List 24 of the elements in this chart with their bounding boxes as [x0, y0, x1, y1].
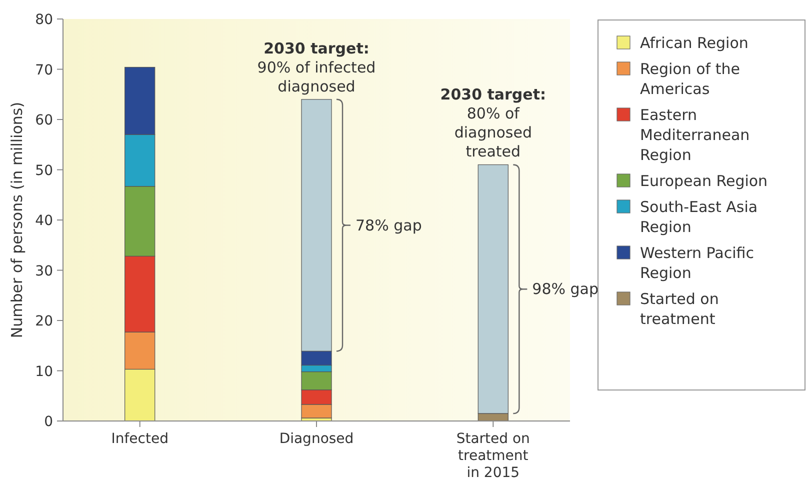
- legend-label: European Region: [640, 172, 768, 190]
- x-tick-label: Infected: [111, 431, 168, 447]
- annotation: 78% gap: [356, 216, 422, 234]
- y-tick-label: 50: [35, 162, 53, 179]
- x-tick-label: Diagnosed: [279, 431, 354, 447]
- x-tick-label: Started on treatment in 2015: [456, 431, 530, 481]
- y-tick-label: 60: [35, 112, 53, 128]
- y-tick-label: 10: [35, 364, 53, 380]
- annotation: 98% gap: [532, 280, 599, 298]
- y-tick-label: 70: [35, 62, 53, 78]
- y-tick-label: 0: [44, 414, 53, 430]
- legend-label: Started on treatment: [640, 290, 719, 328]
- y-tick-label: 20: [35, 314, 53, 330]
- annotation: 2030 target: 90% of infected diagnosed: [257, 39, 376, 96]
- legend-label: Eastern Mediterranean Region: [640, 106, 750, 164]
- y-axis-title: Number of persons (in millions): [8, 102, 26, 338]
- legend-label: Region of the Americas: [640, 60, 740, 98]
- annotation: 2030 target: 80% of diagnosed treated: [440, 86, 546, 161]
- y-tick-label: 80: [35, 12, 53, 28]
- legend-label: Western Pacific Region: [640, 244, 754, 282]
- legend-label: African Region: [640, 34, 748, 52]
- y-tick-label: 30: [35, 263, 53, 280]
- y-tick-label: 40: [35, 213, 53, 229]
- legend-label: South-East Asia Region: [640, 198, 758, 236]
